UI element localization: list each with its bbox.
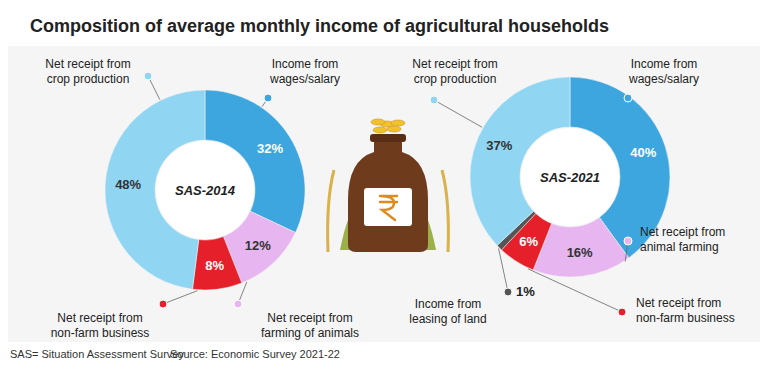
- leader-line: [499, 248, 508, 292]
- label-line: Income from: [415, 297, 482, 311]
- jar-icon: [328, 119, 449, 252]
- donut-hole: [521, 128, 619, 226]
- leader-line: [163, 291, 197, 304]
- label-line: Net receipt from: [45, 57, 130, 71]
- label-line: non-farm business: [636, 311, 735, 325]
- data-label: 12%: [245, 238, 271, 253]
- slices: [105, 90, 305, 290]
- coin: [371, 119, 385, 125]
- data-label: 16%: [567, 245, 593, 260]
- category-label: Net receipt fromnon-farm business: [51, 311, 150, 340]
- callout-dot: [159, 300, 167, 308]
- category-label: Net receipt fromanimal farming: [640, 225, 725, 254]
- data-label: 1%: [516, 284, 535, 299]
- donut-title: SAS-2014: [175, 183, 236, 198]
- panel: [8, 46, 760, 342]
- callout-dot: [144, 72, 152, 80]
- data-label: 8%: [205, 258, 224, 273]
- callout-dot: [234, 300, 242, 308]
- category-label: Net receipt fromcrop production: [45, 57, 130, 86]
- chart-title: Composition of average monthly income of…: [30, 16, 609, 36]
- data-label: 40%: [630, 145, 656, 160]
- jar-label: [364, 188, 412, 226]
- label-line: crop production: [47, 72, 130, 86]
- category-label: Net receipt fromnon-farm business: [636, 296, 735, 325]
- callout-dot: [618, 308, 626, 316]
- footnote: SAS= Situation Assessment Survey: [10, 348, 184, 360]
- category-label: Net receipt fromfarming of animals: [261, 311, 359, 340]
- label-line: Net receipt from: [640, 225, 725, 239]
- callouts: Income fromwages/salary 32% Net receipt fr…: [45, 57, 359, 340]
- background: [0, 0, 768, 370]
- label-line: Net receipt from: [636, 296, 721, 310]
- label-line: Net receipt from: [412, 57, 497, 71]
- jar-body: [348, 140, 428, 252]
- donut-hole: [156, 141, 254, 239]
- label-line: wages/salary: [269, 72, 340, 86]
- data-label: 32%: [257, 141, 283, 156]
- jar-rim: [370, 134, 406, 142]
- data-label: 37%: [486, 138, 512, 153]
- donut-chart: SAS-2014: [105, 90, 305, 290]
- data-label: 48%: [115, 177, 141, 192]
- label-line: farming of animals: [261, 326, 359, 340]
- category-label: Income fromwages/salary: [628, 57, 699, 86]
- wheat-stalks: [328, 170, 449, 252]
- category-label: Income fromwages/salary: [269, 57, 340, 86]
- donut-title: SAS-2021: [540, 170, 600, 185]
- label-line: wages/salary: [628, 72, 699, 86]
- leader-line: [528, 269, 622, 312]
- callouts: Income fromwages/salary40%Net receipt fr…: [409, 57, 734, 326]
- label-line: leasing of land: [409, 312, 486, 326]
- coin: [373, 127, 387, 133]
- callout-dot: [624, 237, 632, 245]
- coin: [391, 120, 405, 126]
- category-label: Net receipt fromcrop production: [412, 57, 497, 86]
- callout-dot: [430, 96, 438, 104]
- chart-root: Composition of average monthly income of…: [0, 0, 768, 370]
- label-line: non-farm business: [51, 326, 150, 340]
- data-label: 6%: [519, 234, 538, 249]
- leader-line: [434, 100, 482, 127]
- label-line: Net receipt from: [267, 311, 352, 325]
- label-line: animal farming: [640, 240, 719, 254]
- rupee-symbol: [380, 196, 397, 220]
- label-line: crop production: [414, 72, 497, 86]
- label-line: Net receipt from: [57, 311, 142, 325]
- category-label: Income fromleasing of land: [409, 297, 486, 326]
- source: Source: Economic Survey 2021-22: [170, 348, 340, 360]
- callout-dot: [504, 288, 512, 296]
- label-line: Income from: [272, 57, 339, 71]
- slice: [192, 236, 241, 290]
- callout-dot: [624, 94, 632, 102]
- callout-dot: [264, 94, 272, 102]
- label-line: Income from: [631, 57, 698, 71]
